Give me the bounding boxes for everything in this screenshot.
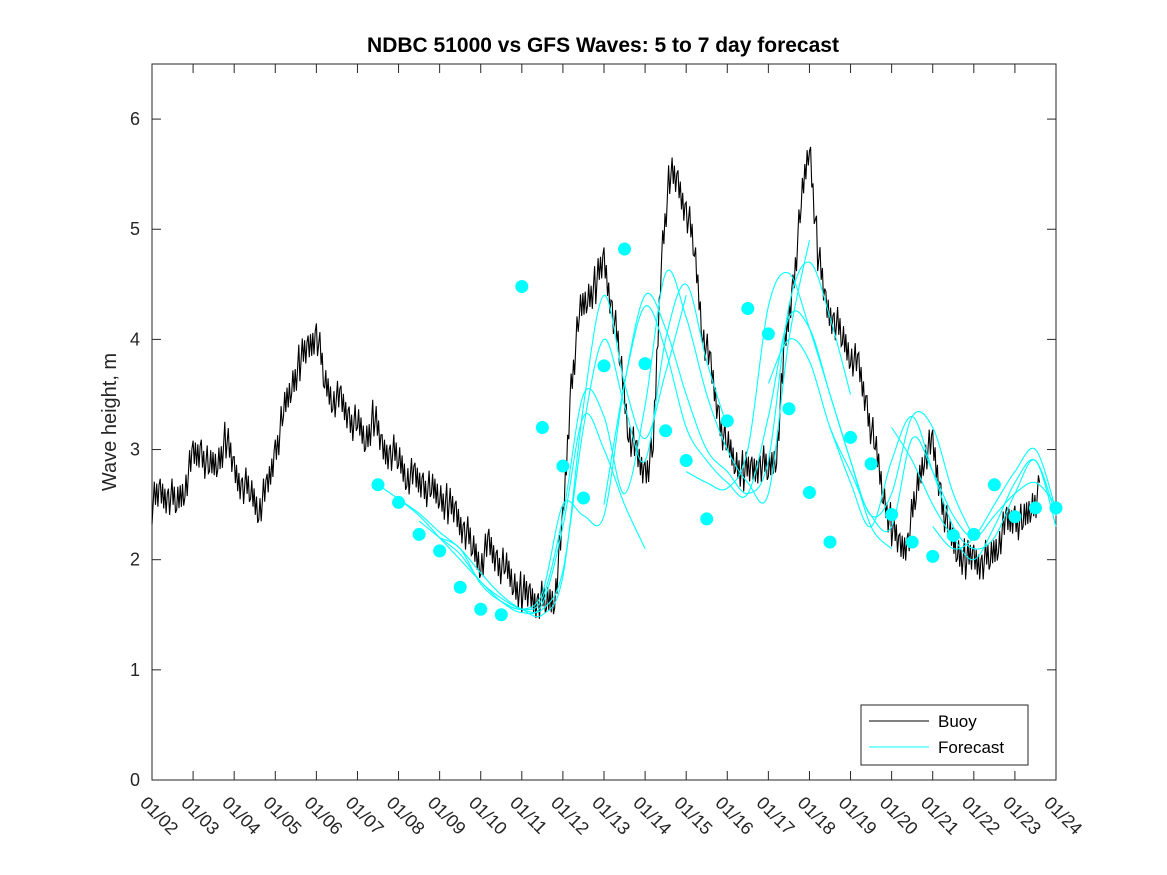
forecast-line — [767, 338, 1057, 539]
y-tick-label: 4 — [130, 329, 140, 349]
forecast-marker — [576, 491, 590, 505]
x-tick-label: 01/16 — [711, 793, 757, 839]
forecast-marker — [371, 478, 385, 492]
forecast-marker — [926, 549, 940, 563]
forecast-marker — [679, 454, 693, 468]
x-tick-label: 01/18 — [794, 793, 840, 839]
forecast-marker — [905, 535, 919, 549]
x-tick-label: 01/19 — [835, 793, 881, 839]
forecast-marker — [823, 535, 837, 549]
forecast-marker — [1008, 510, 1022, 524]
forecast-marker — [761, 327, 775, 341]
forecast-line — [418, 283, 728, 614]
y-axis: 0 1 2 3 4 5 6 — [130, 109, 1056, 790]
forecast-markers — [371, 242, 1063, 622]
x-tick-label: 01/20 — [876, 793, 922, 839]
forecast-marker — [987, 478, 1001, 492]
plot-area — [151, 63, 1063, 781]
forecast-marker — [515, 280, 529, 294]
x-tick-label: 01/14 — [629, 793, 675, 839]
forecast-line — [891, 427, 1057, 561]
forecast-marker — [494, 608, 508, 622]
x-tick-label: 01/06 — [301, 793, 347, 839]
y-tick-label: 6 — [130, 109, 140, 129]
x-tick-label: 01/08 — [383, 793, 429, 839]
legend: Buoy Forecast — [860, 704, 1029, 766]
x-tick-label: 01/03 — [177, 793, 223, 839]
forecast-marker — [741, 302, 755, 316]
forecast-marker — [659, 424, 673, 438]
x-tick-label: 01/07 — [342, 793, 388, 839]
x-tick-label: 01/21 — [917, 793, 963, 839]
x-tick-label: 01/22 — [958, 793, 1004, 839]
buoy-series — [151, 146, 1041, 619]
x-tick-label: 01/11 — [506, 793, 551, 838]
forecast-marker — [967, 527, 981, 541]
x-tick-label: 01/13 — [588, 793, 634, 839]
y-tick-label: 2 — [130, 550, 140, 570]
chart-title: NDBC 51000 vs GFS Waves: 5 to 7 day fore… — [367, 34, 839, 57]
x-tick-label: 01/10 — [465, 793, 511, 839]
forecast-line — [932, 447, 1057, 550]
x-tick-label: 01/09 — [424, 793, 470, 839]
x-tick-label: 01/12 — [547, 793, 593, 839]
x-tick-label: 01/17 — [753, 793, 799, 839]
forecast-marker — [433, 544, 447, 558]
legend-entry-buoy: Buoy — [938, 712, 977, 731]
forecast-marker — [474, 602, 488, 616]
x-tick-label: 01/24 — [1040, 793, 1086, 839]
x-tick-label: 01/15 — [670, 793, 716, 839]
legend-entry-forecast: Forecast — [938, 738, 1004, 757]
y-axis-label: Wave height, m — [99, 353, 121, 491]
forecast-marker — [720, 414, 734, 428]
forecast-line — [377, 413, 646, 615]
forecast-marker — [535, 421, 549, 435]
x-tick-label: 01/04 — [218, 793, 264, 839]
forecast-marker — [618, 242, 632, 256]
forecast-series-group — [377, 240, 1057, 618]
forecast-marker — [844, 430, 858, 444]
forecast-marker — [802, 485, 816, 499]
forecast-marker — [638, 357, 652, 371]
forecast-line — [398, 294, 687, 618]
legend-box — [860, 704, 1029, 766]
forecast-marker — [597, 359, 611, 373]
forecast-marker — [556, 459, 570, 473]
x-tick-label: 01/23 — [999, 793, 1045, 839]
x-tick-label: 01/05 — [259, 793, 305, 839]
forecast-marker — [946, 528, 960, 542]
y-tick-label: 1 — [130, 660, 140, 680]
forecast-marker — [782, 402, 796, 416]
forecast-marker — [864, 457, 878, 471]
forecast-line — [501, 261, 852, 610]
forecast-marker — [1028, 501, 1042, 515]
forecast-marker — [453, 580, 467, 594]
forecast-marker — [700, 512, 714, 526]
x-tick-label: 01/02 — [136, 793, 182, 839]
plot-frame — [151, 63, 1057, 781]
forecast-line — [829, 415, 1057, 550]
forecast-marker — [1049, 501, 1063, 515]
forecast-marker — [885, 508, 899, 522]
forecast-line — [685, 271, 975, 538]
forecast-marker — [392, 495, 406, 509]
y-tick-label: 5 — [130, 219, 140, 239]
y-tick-label: 0 — [130, 770, 140, 790]
y-tick-label: 3 — [130, 440, 140, 460]
buoy-line — [151, 146, 1041, 619]
forecast-marker — [412, 527, 426, 541]
